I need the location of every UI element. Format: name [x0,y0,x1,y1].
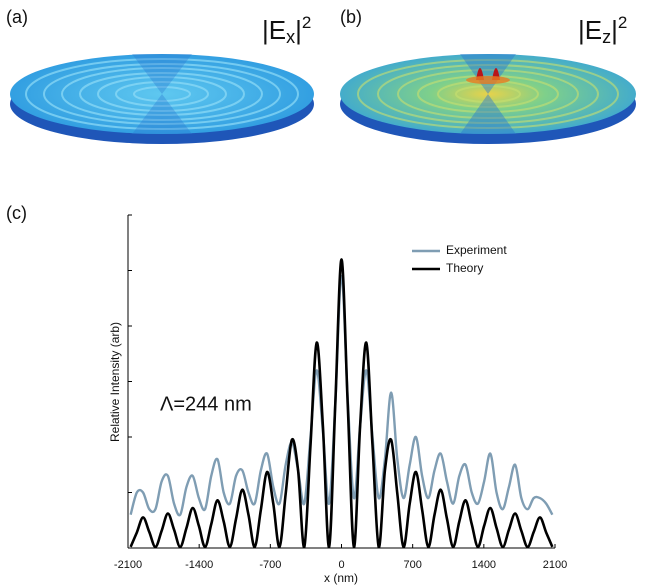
legend-label: Experiment [446,243,507,257]
x-tick-label: -700 [259,559,281,571]
y-axis-label: Relative Intensity (arb) [108,322,122,442]
x-tick-label: -1400 [185,559,213,571]
data-line [129,274,554,517]
x-tick-label: 2100 [543,559,567,571]
disk-b [340,54,636,144]
panel-label: (a) [6,7,28,27]
x-tick-label: 700 [403,559,421,571]
x-tick-label: 0 [338,559,344,571]
legend-label: Theory [446,261,483,275]
field-label: |Ez|2 [578,13,627,46]
x-tick-label: 1400 [472,559,496,571]
field-label: |Ex|2 [262,13,311,46]
x-tick-label: -2100 [114,559,142,571]
panel-label: (c) [6,203,27,223]
annotation: Λ=244 nm [160,393,252,415]
disk-a [10,54,314,144]
x-axis-label: x (nm) [324,571,358,585]
data-line [129,258,554,549]
panel-label: (b) [340,7,362,27]
